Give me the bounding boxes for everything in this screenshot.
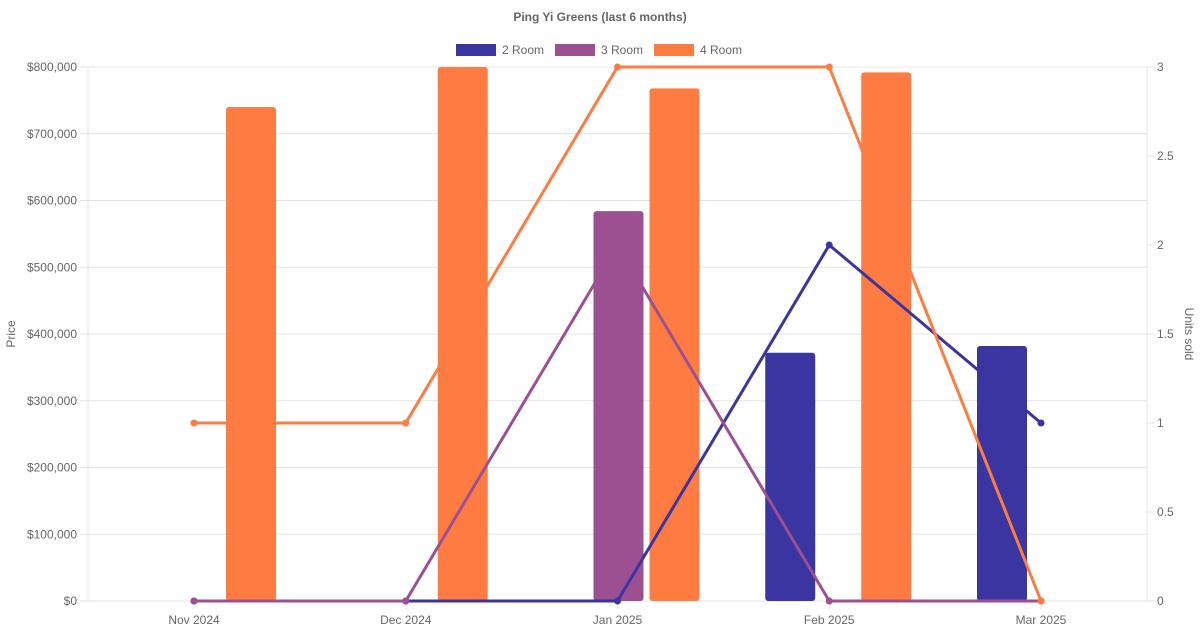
bar-4-room xyxy=(649,88,700,602)
bar-4-room xyxy=(437,67,488,601)
point-2-room xyxy=(825,241,833,249)
point-4-room xyxy=(190,419,198,427)
point-3-room xyxy=(190,597,198,605)
point-4-room xyxy=(402,419,410,427)
y-axis-left-title: Price xyxy=(4,320,18,348)
y-right-tick-label: 3 xyxy=(1157,60,1164,74)
y-left-tick-label: $200,000 xyxy=(27,461,77,475)
point-3-room xyxy=(825,597,833,605)
x-tick-label: Feb 2025 xyxy=(804,613,855,627)
point-4-room xyxy=(1037,597,1045,605)
y-right-tick-label: 0.5 xyxy=(1157,505,1174,519)
y-left-tick-label: $400,000 xyxy=(27,327,77,341)
legend-label: 2 Room xyxy=(502,43,544,57)
legend-item-3-room[interactable]: 3 Room xyxy=(555,43,643,57)
point-3-room xyxy=(402,597,410,605)
x-tick-label: Nov 2024 xyxy=(168,613,220,627)
y-right-tick-label: 1 xyxy=(1157,416,1164,430)
bar-2-room xyxy=(765,352,816,601)
legend-swatch xyxy=(654,44,694,56)
legend-label: 3 Room xyxy=(601,43,643,57)
y-right-tick-label: 2.5 xyxy=(1157,149,1174,163)
y-left-tick-label: $500,000 xyxy=(27,260,77,274)
legend-item-4-room[interactable]: 4 Room xyxy=(654,43,742,57)
bar-3-room xyxy=(593,211,644,601)
x-tick-label: Mar 2025 xyxy=(1016,613,1067,627)
legend[interactable]: 2 Room 3 Room 4 Room xyxy=(456,43,742,57)
bar-layer xyxy=(226,67,1027,602)
y-left-tick-label: $700,000 xyxy=(27,127,77,141)
point-3-room xyxy=(614,241,621,249)
y-right-tick-label: 0 xyxy=(1157,594,1164,608)
y-left-tick-label: $300,000 xyxy=(27,394,77,408)
x-tick-label: Dec 2024 xyxy=(380,613,432,627)
axis-layer: $0 $100,000 $200,000 $300,000 $400,000 $500,0… xyxy=(27,60,1174,627)
point-4-room xyxy=(825,63,833,71)
bar-4-room xyxy=(226,107,276,602)
y-axis-right-title: Units sold xyxy=(1182,308,1196,361)
bar-2-room xyxy=(977,346,1027,601)
legend-item-2-room[interactable]: 2 Room xyxy=(456,43,544,57)
y-left-tick-label: $100,000 xyxy=(27,527,77,541)
point-2-room xyxy=(614,597,621,605)
y-right-tick-label: 1.5 xyxy=(1157,327,1174,341)
point-2-room xyxy=(1037,419,1045,427)
legend-label: 4 Room xyxy=(700,43,742,57)
legend-swatch xyxy=(555,44,595,56)
line-layer xyxy=(190,63,1045,605)
chart-title: Ping Yi Greens (last 6 months) xyxy=(513,10,686,24)
y-right-tick-label: 2 xyxy=(1157,238,1164,252)
y-left-tick-label: $0 xyxy=(64,594,78,608)
y-left-tick-label: $600,000 xyxy=(27,194,77,208)
legend-swatch xyxy=(456,44,496,56)
point-4-room xyxy=(614,63,621,71)
x-tick-label: Jan 2025 xyxy=(593,613,643,627)
y-left-tick-label: $800,000 xyxy=(27,60,77,74)
bar-4-room xyxy=(861,72,912,602)
